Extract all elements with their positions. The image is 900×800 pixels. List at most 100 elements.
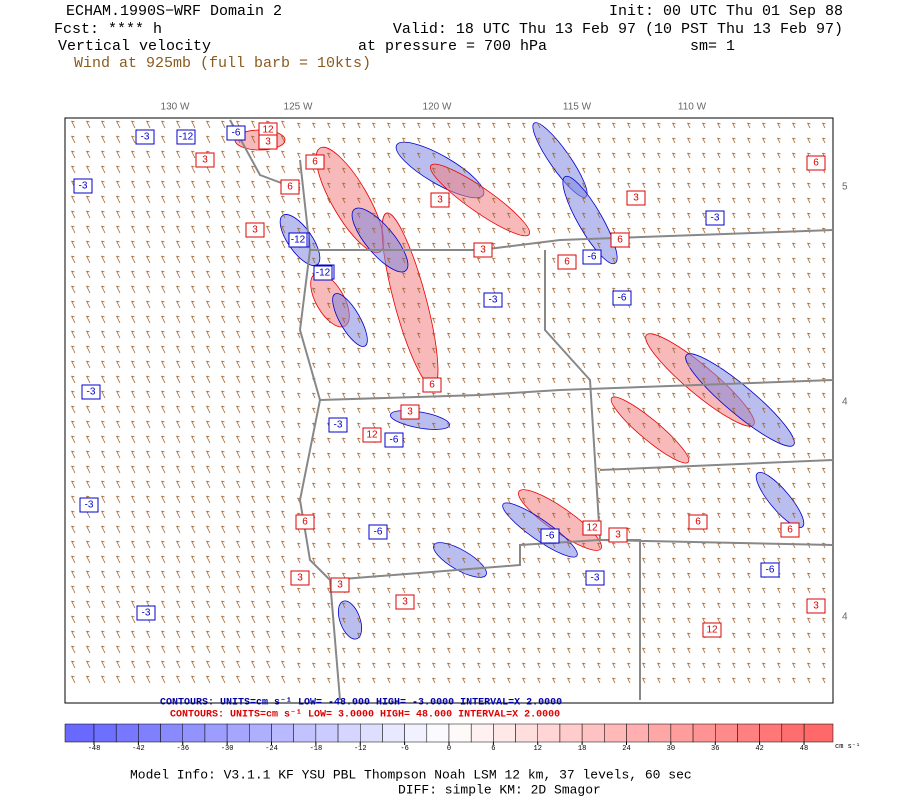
wind-barb [492,542,496,549]
wind-barb [312,572,316,579]
wind-barb [131,510,136,519]
wind-barb [281,540,286,549]
wind-barb [747,137,751,144]
wind-barb [687,182,691,189]
wind-barb [387,527,391,534]
wind-barb [702,152,706,159]
wind-barb [537,302,541,309]
wind-barb [206,630,211,639]
wind-barb [492,452,496,459]
wind-barb [597,332,601,339]
wind-barb [146,495,151,504]
wind-barb [507,647,511,654]
wind-barb [191,540,196,549]
wind-barb [312,137,316,144]
wind-barb [747,482,751,489]
wind-barb [627,167,631,174]
contour-label: -6 [374,527,383,538]
wind-barb [477,137,481,144]
wind-barb [792,302,796,309]
wind-barb [462,152,466,159]
wind-barb [777,152,781,159]
wind-barb [206,240,211,249]
colorbar-tick-label: -36 [176,745,189,753]
wind-barb [627,452,631,459]
wind-barb [116,150,121,159]
wind-barb [462,362,466,369]
wind-barb [567,527,571,534]
wind-barb [357,452,361,459]
wind-barb [236,555,241,564]
wind-barb [372,347,376,354]
wind-barb [236,570,241,579]
wind-barb [627,422,631,429]
wind-barb [312,677,316,684]
wind-barb [176,195,181,204]
wind-barb [236,615,241,624]
wind-barb [161,345,166,354]
wind-barb [251,285,256,294]
wind-barb [221,495,226,504]
wind-barb [297,422,301,429]
wind-barb [462,467,466,474]
wind-barb [146,255,151,264]
wind-barb [251,345,256,354]
wind-barb [552,197,556,204]
wind-barb [507,542,511,549]
wind-barb [447,452,451,459]
wind-barb [522,602,526,609]
wind-barb [582,212,586,219]
wind-barb [116,315,121,324]
wind-barb [822,677,826,684]
wind-barb [342,392,346,399]
wind-barb [657,242,661,249]
wind-barb [597,347,601,354]
wind-barb [206,210,211,219]
wind-barb [146,420,151,429]
wind-barb [266,585,271,594]
wind-barb [432,557,436,564]
wind-barb [657,677,661,684]
wind-barb [116,225,121,234]
smoothing: sm= 1 [690,38,735,55]
wind-barb [552,227,556,234]
wind-barb [236,345,241,354]
wind-barb [236,360,241,369]
wind-barb [717,647,721,654]
wind-barb [702,212,706,219]
wind-barb [462,377,466,384]
colorbar-swatch [626,723,649,743]
wind-barb [357,137,361,144]
wind-barb [417,287,421,294]
wind-barb [86,660,91,669]
wind-barb [266,210,271,219]
wind-barb [266,435,271,444]
wind-barb [567,437,571,444]
wind-barb [221,300,226,309]
wind-barb [822,632,826,639]
wind-barb [116,270,121,279]
wind-barb [507,617,511,624]
wind-barb [822,122,826,129]
wind-barb [417,317,421,324]
wind-barb [206,660,211,669]
wind-barb [221,465,226,474]
wind-barb [86,420,91,429]
wind-barb [447,137,451,144]
wind-barb [357,122,361,129]
wind-barb [792,167,796,174]
wind-barb [492,347,496,354]
wind-barb [717,272,721,279]
wind-barb [567,302,571,309]
contour-label: 6 [429,380,435,391]
wind-barb [281,270,286,279]
wind-barb [687,272,691,279]
colorbar-swatch [559,723,583,743]
wind-barb [807,677,811,684]
wind-barb [567,407,571,414]
wind-barb [357,662,361,669]
wind-barb [86,600,91,609]
wind-barb [672,227,676,234]
wind-barb [582,512,586,519]
